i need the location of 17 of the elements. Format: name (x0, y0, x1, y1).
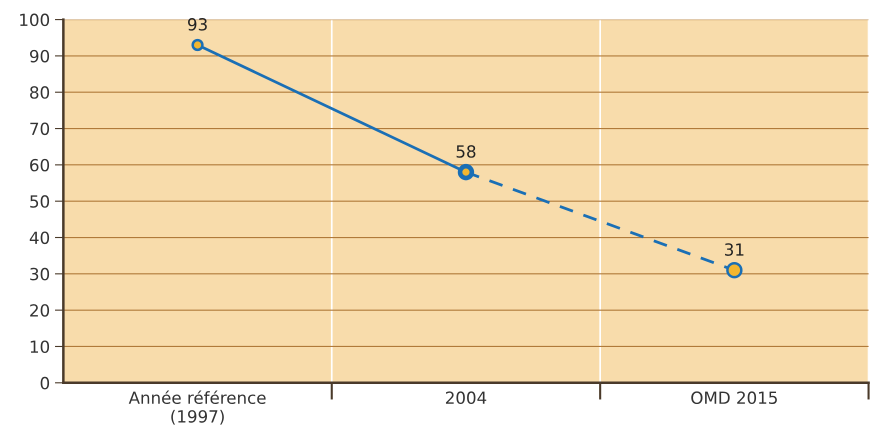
x-tick-label: OMD 2015 (691, 391, 777, 404)
y-tick-label: 70 (30, 122, 50, 136)
y-tick-label: 30 (30, 268, 50, 280)
y-tick-label: 20 (30, 304, 50, 317)
data-label: 58 (456, 145, 476, 158)
data-label: 31 (725, 243, 744, 256)
data-label: 93 (188, 18, 207, 31)
x-tick-label: 2004 (446, 391, 486, 404)
x-tick-label: Année référence (1997) (128, 390, 266, 425)
y-tick-label: 60 (30, 158, 50, 172)
y-tick-label: 50 (30, 195, 50, 208)
y-tick-label: 80 (30, 86, 50, 99)
y-tick-label: 10 (30, 340, 50, 354)
y-tick-label: 100 (20, 14, 50, 26)
y-tick-label: 0 (40, 376, 50, 390)
y-tick-label: 40 (30, 231, 50, 244)
y-tick-label: 90 (30, 50, 50, 62)
